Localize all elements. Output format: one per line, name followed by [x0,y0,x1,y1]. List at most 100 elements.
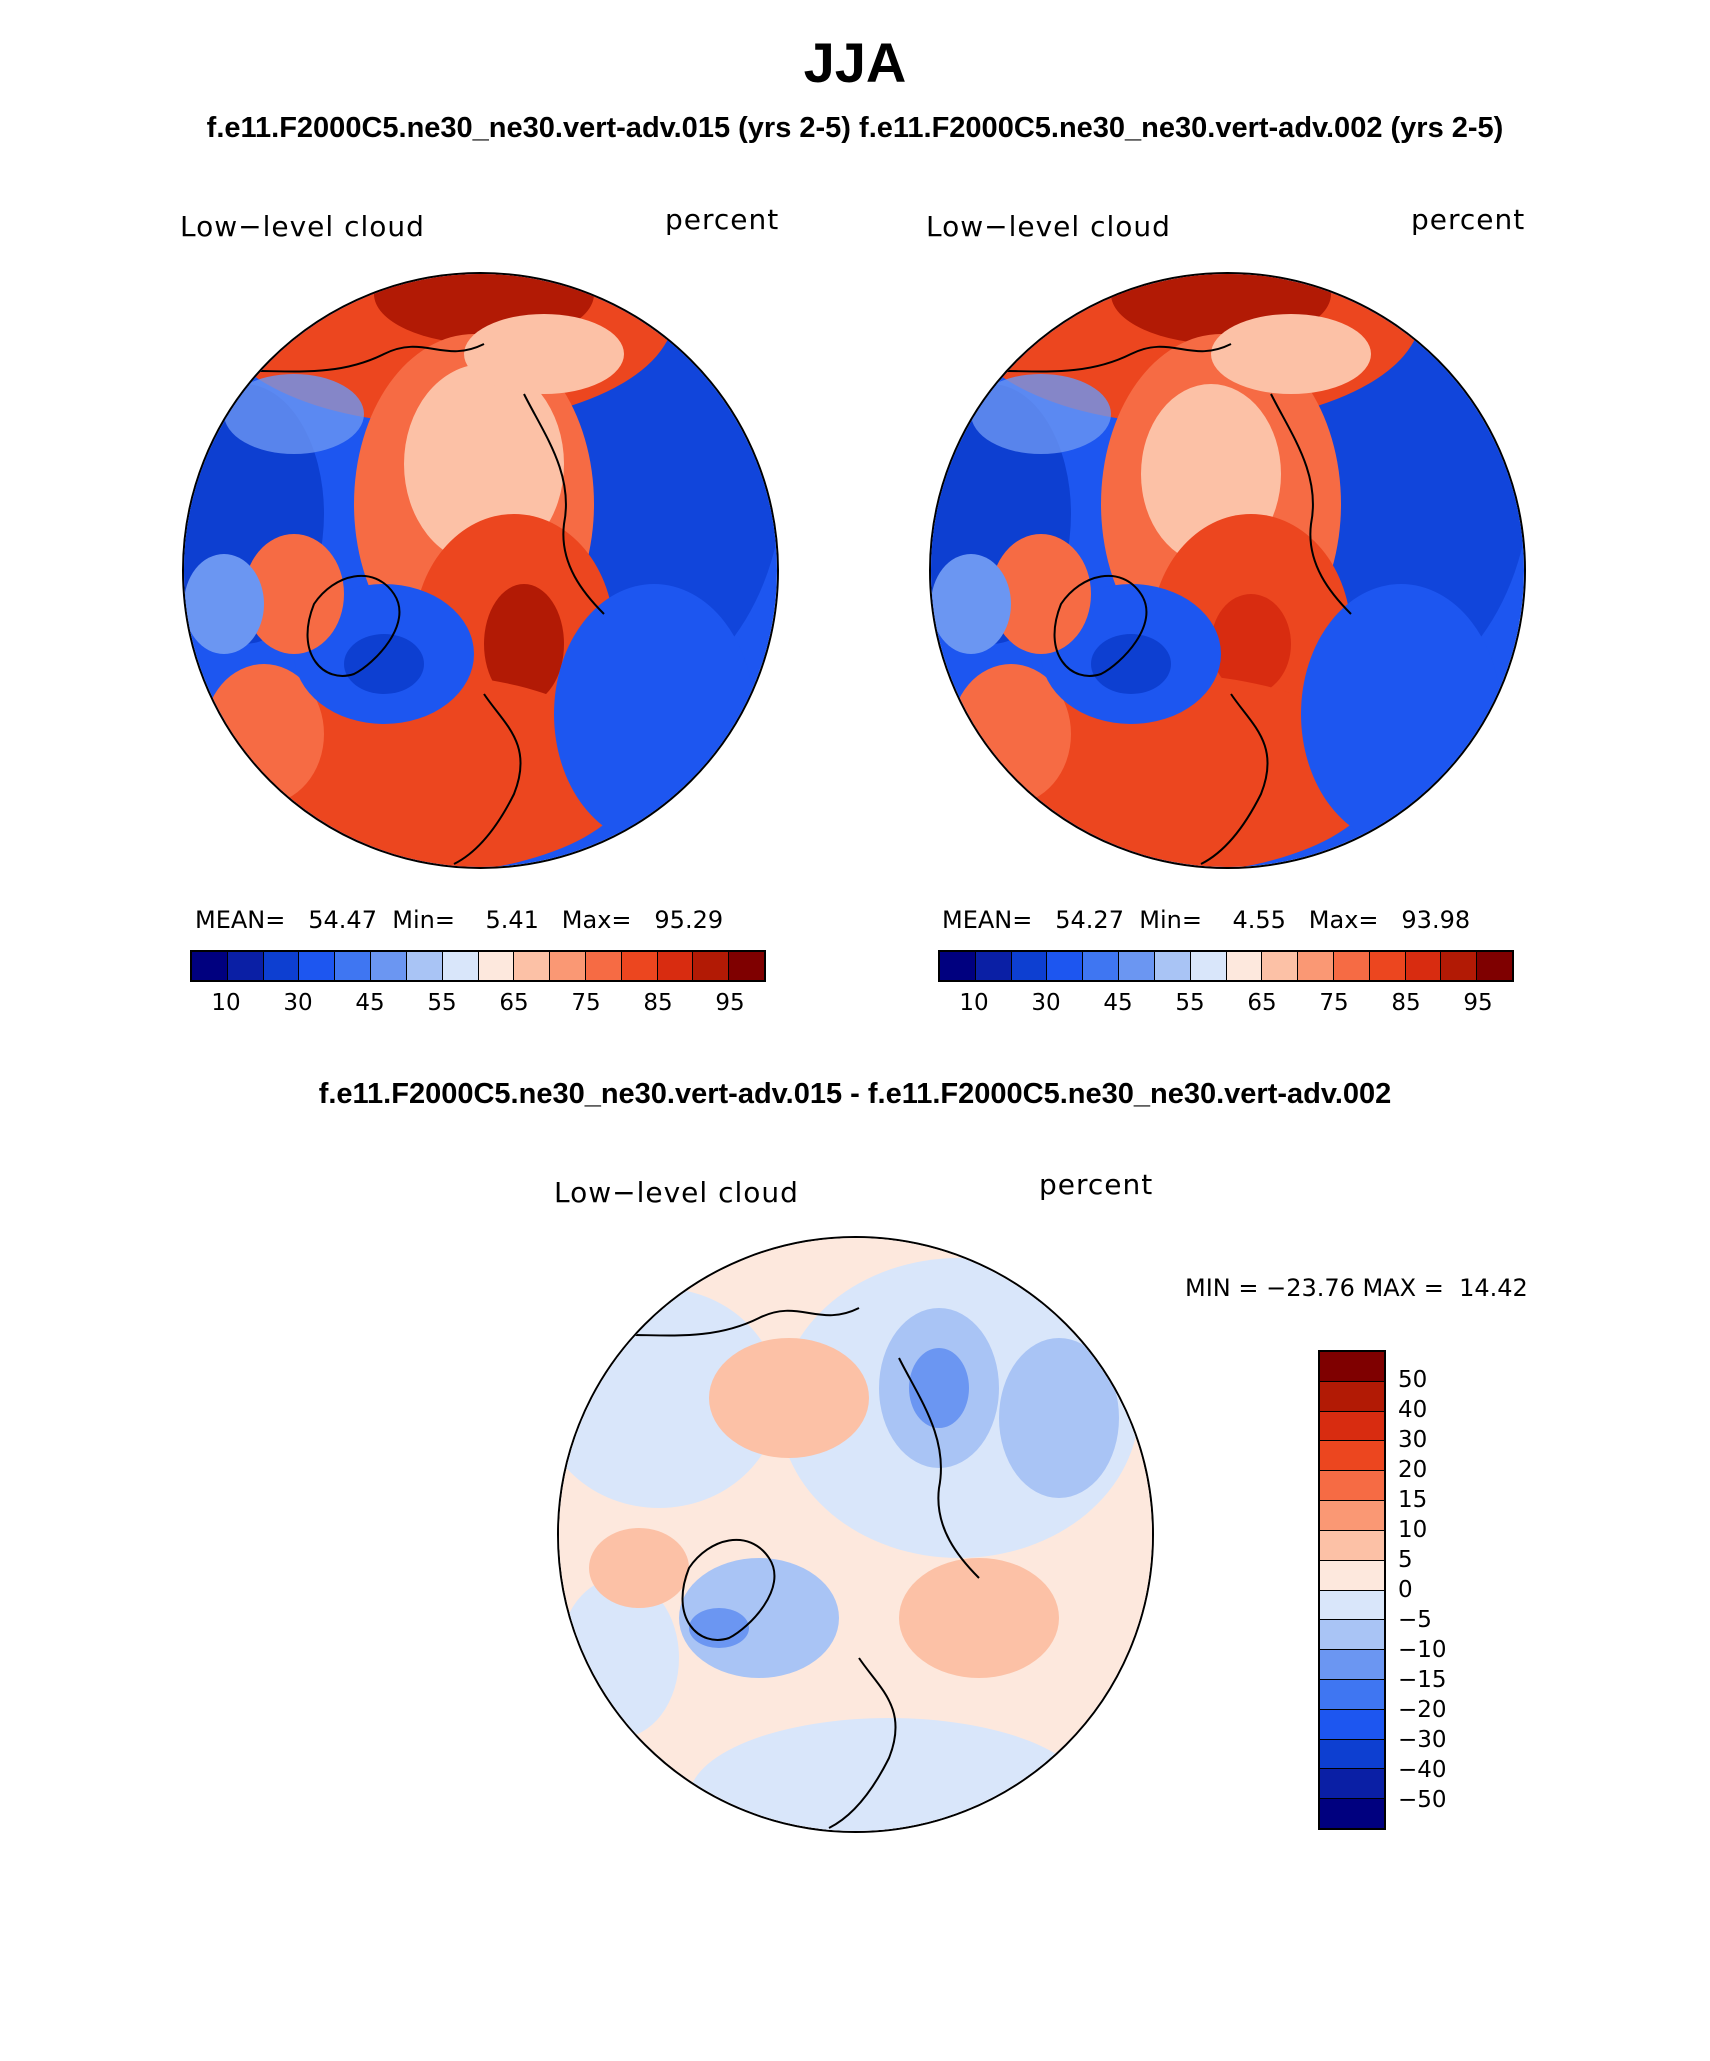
colorbar-swatch [406,952,443,980]
diff-variable: Low−level cloud [554,1176,799,1209]
colorbar-swatch [1320,1560,1384,1591]
colorbar-tick-label: 95 [1463,990,1493,1016]
colorbar-swatch [550,952,586,980]
panel2-colorbar-ticks: 10 30 45 55 65 75 85 95 [938,990,1514,1020]
colorbar-swatch [335,952,372,980]
colorbar-swatch [1047,952,1084,980]
colorbar-tick-label: −40 [1398,1757,1447,1783]
colorbar-tick-label: 65 [499,990,529,1016]
colorbar-swatch [514,952,551,980]
panel1-colorbar [190,950,766,982]
colorbar-tick-label: −20 [1398,1697,1447,1723]
panel1-map [182,272,779,869]
colorbar-swatch [227,952,264,980]
panel1-min: 5.41 [485,906,539,934]
colorbar-tick-label: 65 [1247,990,1277,1016]
panel2-mean-label: MEAN= [942,906,1033,934]
panel1-variable: Low−level cloud [180,210,425,243]
panel2-mean: 54.27 [1055,906,1124,934]
colorbar-swatch [975,952,1012,980]
colorbar-swatch [729,952,764,980]
colorbar-swatch [1154,952,1191,980]
colorbar-swatch [1320,1679,1384,1710]
panel2-stats: MEAN= 54.27 Min= 4.55 Max= 93.98 [942,906,1470,934]
colorbar-swatch [1320,1352,1384,1382]
figure-title: JJA [803,31,907,94]
colorbar-tick-label: 0 [1398,1577,1413,1603]
colorbar-swatch [1320,1590,1384,1621]
panel2-max: 93.98 [1401,906,1471,934]
colorbar-swatch [1320,1441,1384,1472]
colorbar-swatch [1320,1799,1384,1828]
colorbar-tick-label: 45 [1103,990,1133,1016]
panel2-min-label: Min= [1139,906,1202,934]
colorbar-tick-label: 5 [1398,1547,1413,1573]
colorbar-tick-label: 40 [1398,1397,1428,1423]
panel1-mean: 54.47 [308,906,377,934]
colorbar-swatch [371,952,407,980]
colorbar-swatch [1320,1650,1384,1680]
colorbar-swatch [1083,952,1120,980]
colorbar-tick-label: 30 [283,990,313,1016]
panel2-units: percent [1411,203,1526,236]
diff-map [557,1236,1154,1833]
colorbar-tick-label: 55 [1175,990,1205,1016]
panel1-stats: MEAN= 54.47 Min= 5.41 Max= 95.29 [195,906,723,934]
diff-colorbar-ticks: 50 40 30 20 15 10 5 0 −5 −10 −15 −20 −30 −40 −50 [1398,1350,1518,1830]
colorbar-swatch [299,952,336,980]
colorbar-tick-label: −50 [1398,1787,1447,1813]
colorbar-swatch [1333,952,1370,980]
subtitle-right: f.e11.F2000C5.ne30_ne30.vert-adv.002 (yr… [859,112,1504,144]
diff-minmax: MIN = −23.76 MAX = 14.42 [1185,1274,1528,1302]
colorbar-swatch [1320,1530,1384,1561]
colorbar-tick-label: −15 [1398,1667,1447,1693]
panel2-variable: Low−level cloud [926,210,1171,243]
colorbar-tick-label: 55 [427,990,457,1016]
colorbar-swatch [621,952,658,980]
colorbar-swatch [478,952,515,980]
colorbar-swatch [1441,952,1478,980]
colorbar-tick-label: 95 [715,990,745,1016]
colorbar-swatch [1320,1381,1384,1412]
colorbar-swatch [1226,952,1263,980]
colorbar-swatch [940,952,976,980]
colorbar-tick-label: 20 [1398,1457,1428,1483]
panel1-mean-label: MEAN= [195,906,286,934]
colorbar-tick-label: 10 [959,990,989,1016]
subtitle-left: f.e11.F2000C5.ne30_ne30.vert-adv.015 (yr… [206,112,851,144]
colorbar-swatch [442,952,479,980]
colorbar-swatch [1298,952,1334,980]
panel1-units: percent [665,203,780,236]
colorbar-swatch [1190,952,1227,980]
colorbar-tick-label: 10 [1398,1517,1428,1543]
colorbar-swatch [693,952,730,980]
colorbar-tick-label: 75 [1319,990,1349,1016]
colorbar-swatch [657,952,694,980]
colorbar-swatch [1320,1411,1384,1442]
diff-title: f.e11.F2000C5.ne30_ne30.vert-adv.015 - f… [318,1078,1392,1110]
colorbar-swatch [1320,1709,1384,1740]
colorbar-swatch [1320,1769,1384,1800]
colorbar-tick-label: 50 [1398,1367,1428,1393]
diff-colorbar [1318,1350,1386,1830]
colorbar-swatch [1320,1471,1384,1502]
colorbar-swatch [192,952,228,980]
colorbar-swatch [1262,952,1299,980]
colorbar-swatch [1477,952,1512,980]
colorbar-swatch [1320,1739,1384,1770]
panel1-max: 95.29 [654,906,724,934]
colorbar-swatch [585,952,622,980]
panel1-colorbar-ticks: 10 30 45 55 65 75 85 95 [190,990,766,1020]
colorbar-swatch [1119,952,1155,980]
panel2-max-label: Max= [1308,906,1379,934]
colorbar-swatch [1405,952,1442,980]
panel2-map-field [931,274,1524,867]
colorbar-tick-label: −30 [1398,1727,1447,1753]
panel2-min: 4.55 [1232,906,1286,934]
colorbar-tick-label: 10 [211,990,241,1016]
colorbar-tick-label: 45 [355,990,385,1016]
diff-map-field [559,1238,1152,1831]
panel1-map-field [184,274,777,867]
colorbar-tick-label: −5 [1398,1607,1432,1633]
figure-subtitle: f.e11.F2000C5.ne30_ne30.vert-adv.015 (yr… [0,112,1710,145]
